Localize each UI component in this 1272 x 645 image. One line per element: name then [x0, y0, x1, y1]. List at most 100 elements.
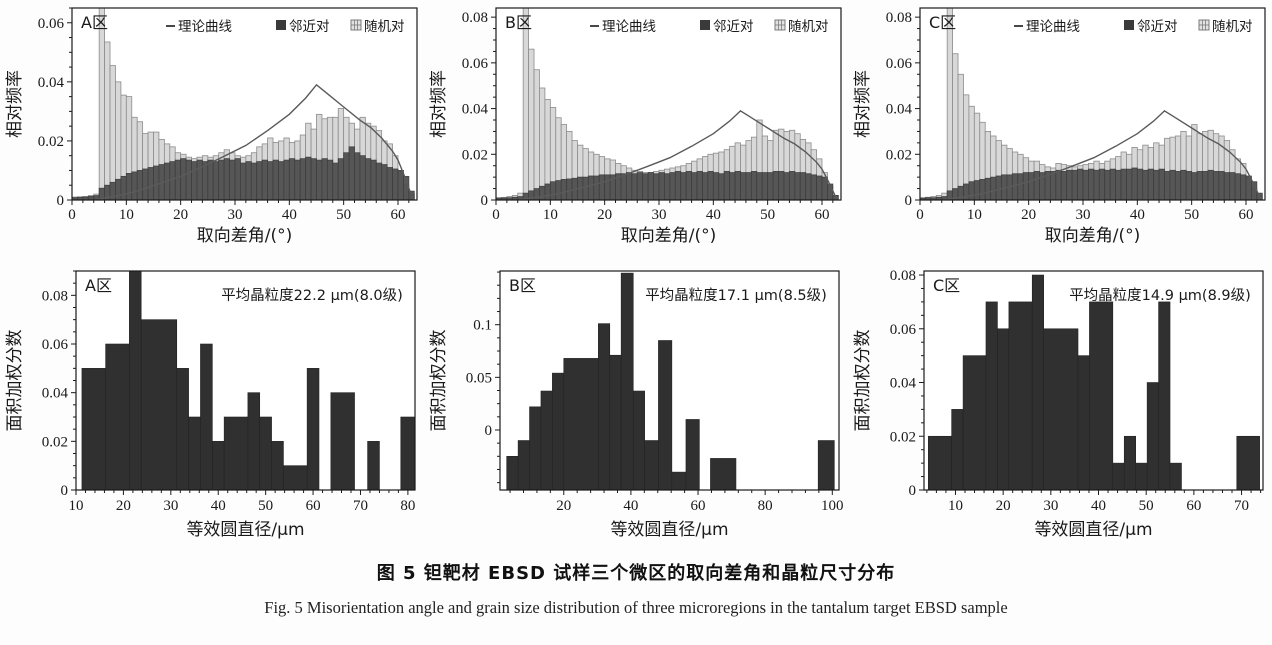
- x-axis-title: 取向差角/(°): [1045, 226, 1141, 246]
- x-tick-label: 50: [760, 207, 775, 223]
- legend: 理论曲线 邻近对 随机对: [590, 19, 829, 35]
- x-tick-label: 70: [1234, 498, 1249, 514]
- x-axis-title: 等效圆直径/μm: [186, 520, 304, 540]
- y-tick-label: 0.02: [886, 147, 912, 163]
- plot-frame: [499, 270, 840, 491]
- plot-frame: [71, 7, 418, 201]
- y-tick-label: 0: [909, 483, 917, 499]
- x-tick-label: 40: [282, 207, 297, 223]
- y-tick-label: 0.05: [466, 370, 492, 386]
- y-tick-label: 0.06: [462, 56, 489, 72]
- legend-item-neighbor-pairs: 邻近对: [1124, 19, 1178, 35]
- x-tick-label: 10: [967, 207, 982, 223]
- x-tick-label: 10: [69, 498, 84, 514]
- axis-ticks: [915, 16, 1258, 205]
- y-tick-label: 0.06: [886, 56, 913, 72]
- x-axis-title: 等效圆直径/μm: [1034, 520, 1152, 540]
- grain-size-bars: [81, 270, 416, 491]
- grain-size-bars: [506, 272, 835, 491]
- x-tick-label: 50: [1184, 207, 1199, 223]
- region-label: B区: [509, 276, 536, 295]
- chart-misorientation-region-b: 0 10 20 30 40 50 60 0 0.02 0.04 0.06 0.08 取向差角/(°) 相对…: [429, 7, 842, 246]
- plot-frame: [923, 270, 1264, 491]
- legend-item-theory-curve: 理论曲线: [590, 19, 656, 35]
- y-axis-title: 相对频率: [5, 70, 25, 138]
- y-tick-label: 0.1: [473, 318, 492, 334]
- chart-misorientation-region-c: 0 10 20 30 40 50 60 0 0.02 0.04 0.06 0.08 取向差角/(°) 相对…: [853, 7, 1266, 246]
- neighbor-pairs-marker: [700, 20, 710, 30]
- region-label: C区: [933, 276, 960, 295]
- x-tick-label: 30: [227, 207, 242, 223]
- y-tick-label: 0.08: [890, 268, 916, 284]
- legend-item-random-pairs: 随机对: [774, 19, 829, 35]
- x-tick-label: 40: [706, 207, 721, 223]
- x-tick-label: 20: [556, 498, 571, 514]
- y-tick-label: 0: [485, 423, 493, 439]
- legend-label: 邻近对: [713, 19, 754, 35]
- y-tick-label: 0.04: [886, 102, 913, 118]
- x-tick-label: 50: [336, 207, 351, 223]
- theory-curve: [96, 83, 414, 200]
- x-tick-label: 60: [390, 207, 405, 223]
- legend-item-neighbor-pairs: 邻近对: [276, 19, 330, 35]
- chart-grainsize-region-a: 10 20 30 40 50 60 70 80 0 0.02 0.04 0.06 0.08 等效圆直径/μ…: [5, 270, 416, 540]
- mean-grain-size-annotation: 平均晶粒度14.9 μm(8.9级): [1069, 287, 1251, 304]
- legend-label: 理论曲线: [178, 19, 232, 35]
- region-label: A区: [81, 13, 108, 32]
- y-tick-label: 0.02: [42, 434, 68, 450]
- y-tick-label: 0.02: [462, 147, 488, 163]
- axis-ticks: [71, 270, 409, 495]
- x-tick-label: 10: [948, 498, 963, 514]
- x-tick-label: 30: [1043, 498, 1058, 514]
- x-tick-label: 60: [1238, 207, 1253, 223]
- y-tick-label: 0.02: [38, 134, 64, 150]
- x-tick-label: 60: [306, 498, 321, 514]
- y-tick-label: 0.04: [890, 376, 917, 392]
- x-tick-label: 80: [758, 498, 773, 514]
- legend-item-random-pairs: 随机对: [350, 19, 405, 35]
- x-tick-label: 10: [543, 207, 558, 223]
- plot-frame: [495, 7, 842, 201]
- y-tick-label: 0: [61, 483, 69, 499]
- x-tick-label: 0: [492, 207, 500, 223]
- x-tick-label: 80: [400, 498, 415, 514]
- axis-ticks: [491, 16, 834, 205]
- legend-label: 随机对: [788, 19, 829, 35]
- charts-grid: 0 10 20 30 40 50 60 0 0.02 0.04 0.06 取向差角/(°) 相对频率 A区…: [5, 7, 1266, 540]
- x-tick-label: 30: [1075, 207, 1090, 223]
- x-axis-title: 等效圆直径/μm: [610, 520, 728, 540]
- x-tick-label: 30: [163, 498, 178, 514]
- x-tick-label: 60: [814, 207, 829, 223]
- neighbor-pairs-marker: [276, 20, 286, 30]
- x-tick-label: 70: [353, 498, 368, 514]
- grain-size-bars: [927, 274, 1260, 491]
- x-tick-label: 40: [1130, 207, 1145, 223]
- x-tick-label: 20: [116, 498, 131, 514]
- caption-chinese: 图 5 钽靶材 EBSD 试样三个微区的取向差角和晶粒尺寸分布: [376, 563, 896, 584]
- legend: 理论曲线 邻近对 随机对: [1014, 19, 1253, 35]
- y-tick-label: 0: [905, 193, 913, 209]
- legend-label: 理论曲线: [602, 19, 656, 35]
- x-axis-title: 取向差角/(°): [197, 226, 293, 246]
- x-tick-label: 10: [119, 207, 134, 223]
- legend-item-neighbor-pairs: 邻近对: [700, 19, 754, 35]
- x-tick-label: 20: [996, 498, 1011, 514]
- mean-grain-size-annotation: 平均晶粒度22.2 μm(8.0级): [221, 287, 403, 304]
- legend-label: 邻近对: [289, 19, 330, 35]
- y-tick-label: 0: [481, 193, 489, 209]
- x-tick-label: 40: [623, 498, 638, 514]
- x-tick-label: 20: [597, 207, 612, 223]
- axis-ticks: [495, 271, 833, 495]
- legend-item-theory-curve: 理论曲线: [166, 19, 232, 35]
- axis-ticks: [919, 274, 1262, 495]
- legend-item-theory-curve: 理论曲线: [1014, 19, 1080, 35]
- y-axis-title: 相对频率: [853, 70, 873, 138]
- x-tick-label: 0: [68, 207, 76, 223]
- x-tick-label: 100: [821, 498, 844, 514]
- chart-grainsize-region-c: 10 20 30 40 50 60 70 0 0.02 0.04 0.06 0.08 等效圆直径/μm 面…: [853, 268, 1264, 540]
- neighbor-pairs-bars: [919, 167, 1263, 201]
- theory-curve: [520, 110, 838, 200]
- neighbor-pairs-marker: [1124, 20, 1134, 30]
- x-tick-label: 0: [916, 207, 924, 223]
